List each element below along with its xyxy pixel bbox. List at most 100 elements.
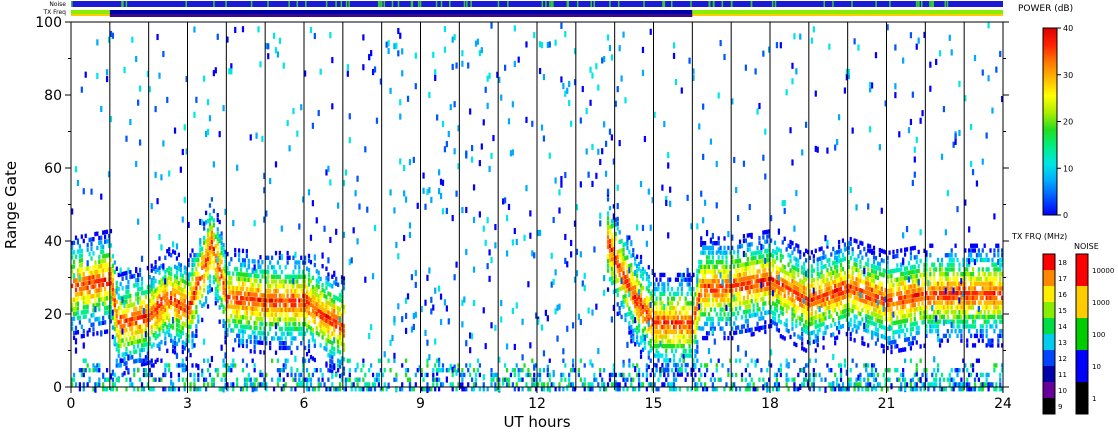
heatmap-cell (806, 325, 810, 331)
heatmap-cell (300, 382, 303, 387)
heatmap-cell (667, 315, 670, 320)
heatmap-cell (356, 175, 359, 182)
heatmap-cell (702, 217, 705, 224)
heatmap-cell (80, 272, 83, 277)
heatmap-cell (775, 327, 779, 332)
heatmap-cell (637, 328, 641, 333)
heatmap-cell (645, 314, 648, 320)
heatmap-cell (201, 372, 204, 378)
heatmap-cell (185, 295, 188, 300)
heatmap-cell (826, 282, 829, 287)
heatmap-cell (340, 289, 344, 294)
heatmap-cell (414, 311, 417, 318)
heatmap-cell (100, 282, 103, 288)
heatmap-cell (88, 266, 91, 271)
heatmap-cell (754, 284, 757, 289)
heatmap-cell (329, 349, 332, 354)
heatmap-cell (803, 366, 806, 374)
heatmap-cell (707, 245, 711, 251)
heatmap-cell (228, 275, 231, 281)
heatmap-cell (770, 323, 773, 329)
heatmap-cell (191, 267, 194, 272)
heatmap-cell (348, 368, 351, 373)
heatmap-cell (109, 243, 113, 248)
heatmap-cell (195, 295, 198, 301)
heatmap-cell (663, 320, 666, 325)
heatmap-cell (175, 303, 179, 309)
heatmap-cell (342, 304, 346, 310)
heatmap-cell (616, 382, 619, 387)
heatmap-cell (523, 234, 526, 241)
heatmap-cell (762, 377, 765, 382)
heatmap-cell (812, 296, 815, 302)
heatmap-cell (282, 387, 285, 392)
heatmap-cell (465, 363, 468, 368)
heatmap-cell (290, 298, 293, 303)
heatmap-cell (799, 288, 802, 293)
heatmap-cell (525, 116, 528, 123)
heatmap-cell (84, 300, 87, 305)
heatmap-cell (321, 372, 324, 378)
heatmap-cell (129, 336, 132, 341)
heatmap-cell (647, 312, 650, 317)
heatmap-cell (797, 263, 800, 268)
heatmap-cell (828, 257, 831, 263)
heatmap-cell (436, 114, 439, 121)
heatmap-cell (626, 377, 629, 382)
heatmap-cell (319, 305, 322, 310)
heatmap-cell (606, 197, 610, 202)
heatmap-cell (111, 301, 115, 306)
heatmap-cell (267, 269, 270, 275)
heatmap-cell (622, 294, 625, 300)
heatmap-cell (234, 338, 237, 343)
heatmap-cell (750, 280, 753, 285)
heatmap-cell (333, 318, 336, 323)
heatmap-cell (770, 363, 773, 368)
heatmap-cell (102, 258, 105, 264)
heatmap-cell (102, 282, 105, 287)
heatmap-cell (146, 346, 149, 351)
heatmap-cell (655, 387, 658, 392)
heatmap-cell (818, 294, 821, 300)
heatmap-cell (667, 286, 670, 292)
heatmap-cell (96, 363, 99, 368)
heatmap-cell (688, 334, 691, 339)
heatmap-cell (540, 324, 544, 331)
heatmap-cell (715, 297, 718, 303)
heatmap-cell (150, 372, 153, 378)
heatmap-cell (599, 387, 602, 392)
heatmap-cell (304, 377, 307, 382)
heatmap-cell (564, 171, 567, 179)
heatmap-cell (274, 274, 278, 279)
heatmap-cell (723, 302, 726, 308)
heatmap-cell (127, 322, 130, 328)
heatmap-cell (138, 315, 142, 320)
heatmap-cell (94, 231, 97, 237)
heatmap-cell (783, 269, 786, 275)
heatmap-cell (729, 276, 732, 284)
heatmap-cell (338, 321, 342, 327)
heatmap-cell (319, 319, 322, 324)
noise-strip-mark (932, 1, 934, 7)
heatmap-cell (162, 387, 165, 392)
heatmap-cell (636, 301, 639, 307)
heatmap-cell (762, 263, 765, 269)
heatmap-cell (560, 76, 563, 83)
heatmap-cell (162, 323, 165, 329)
heatmap-cell (705, 264, 709, 270)
heatmap-cell (616, 202, 619, 210)
heatmap-cell (678, 310, 681, 316)
heatmap-cell (239, 305, 243, 310)
heatmap-cell (804, 296, 808, 301)
heatmap-cell (296, 326, 299, 332)
heatmap-cell (197, 276, 200, 281)
heatmap-cell (773, 321, 777, 326)
heatmap-cell (451, 63, 454, 70)
heatmap-cell (284, 363, 287, 370)
heatmap-cell (302, 336, 305, 341)
heatmap-cell (276, 51, 280, 58)
heatmap-cell (162, 295, 165, 300)
heatmap-cell (445, 141, 448, 148)
heatmap-cell (490, 372, 493, 378)
heatmap-cell (665, 348, 668, 354)
